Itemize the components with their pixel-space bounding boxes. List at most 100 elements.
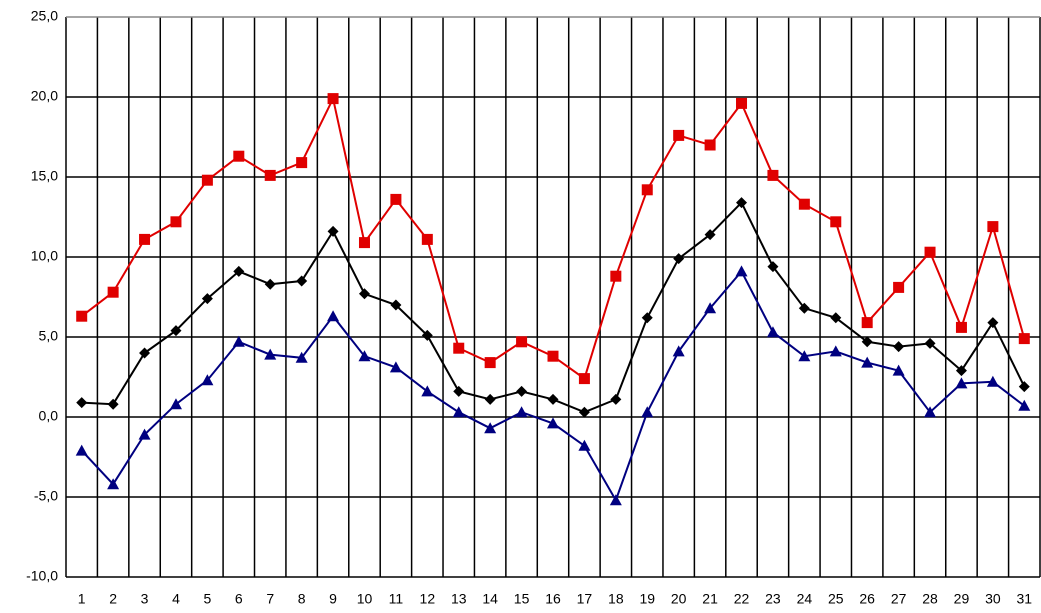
marker: [295, 351, 308, 363]
marker: [955, 377, 968, 389]
marker: [830, 312, 842, 324]
marker: [107, 478, 120, 490]
marker: [609, 494, 622, 506]
x-tick-label: 2: [109, 591, 117, 607]
marker: [955, 365, 967, 377]
marker: [578, 406, 590, 418]
marker: [578, 439, 591, 451]
marker: [955, 321, 967, 333]
x-tick-label: 8: [298, 591, 306, 607]
marker: [421, 329, 433, 341]
x-tick-label: 30: [985, 591, 1001, 607]
x-tick-label: 13: [451, 591, 467, 607]
marker: [1018, 381, 1030, 393]
x-tick-label: 28: [922, 591, 938, 607]
marker: [358, 237, 370, 249]
marker: [484, 393, 496, 405]
x-tick-label: 17: [577, 591, 593, 607]
marker: [327, 225, 339, 237]
marker: [75, 444, 88, 456]
marker: [861, 336, 873, 348]
y-tick-label: -5,0: [34, 488, 58, 504]
marker: [547, 350, 559, 362]
marker: [704, 139, 716, 151]
marker: [515, 406, 528, 418]
x-tick-label: 25: [828, 591, 844, 607]
y-tick-label: -10,0: [26, 568, 58, 584]
x-tick-label: 12: [420, 591, 436, 607]
marker: [389, 361, 402, 373]
x-tick-label: 21: [702, 591, 718, 607]
marker: [484, 422, 497, 434]
marker: [924, 406, 937, 418]
marker: [107, 286, 119, 298]
marker: [170, 216, 182, 228]
marker: [735, 265, 748, 277]
marker: [672, 345, 685, 357]
y-tick-label: 20,0: [31, 88, 58, 104]
marker: [673, 129, 685, 141]
x-tick-label: 23: [765, 591, 781, 607]
x-tick-label: 4: [172, 591, 180, 607]
marker: [892, 364, 905, 376]
x-tick-label: 11: [389, 591, 404, 607]
marker: [798, 302, 810, 314]
marker: [327, 310, 340, 322]
x-tick-label: 16: [545, 591, 561, 607]
x-tick-label: 24: [797, 591, 813, 607]
x-tick-label: 5: [203, 591, 211, 607]
marker: [641, 312, 653, 324]
marker: [264, 278, 276, 290]
marker: [296, 275, 308, 287]
y-tick-label: 10,0: [31, 248, 58, 264]
marker: [139, 233, 151, 245]
x-tick-label: 26: [859, 591, 875, 607]
marker: [641, 184, 653, 196]
marker: [296, 157, 308, 169]
marker: [736, 197, 748, 209]
x-tick-label: 19: [639, 591, 655, 607]
marker: [76, 310, 88, 322]
x-tick-label: 1: [78, 591, 86, 607]
marker: [736, 97, 748, 109]
marker: [201, 174, 213, 186]
marker: [453, 342, 465, 354]
x-tick-label: 31: [1017, 591, 1033, 607]
y-tick-label: 5,0: [39, 328, 59, 344]
marker: [264, 169, 276, 181]
x-tick-label: 15: [514, 591, 530, 607]
marker: [264, 348, 277, 360]
marker: [578, 373, 590, 385]
marker: [327, 93, 339, 105]
marker: [390, 193, 402, 205]
y-tick-label: 15,0: [31, 168, 58, 184]
x-tick-label: 6: [235, 591, 243, 607]
marker: [107, 398, 119, 410]
x-tick-label: 14: [482, 591, 498, 607]
marker: [76, 397, 88, 409]
marker: [798, 350, 811, 362]
marker: [610, 270, 622, 282]
marker: [452, 406, 465, 418]
marker: [829, 345, 842, 357]
marker: [201, 374, 214, 386]
marker: [169, 398, 182, 410]
marker: [358, 350, 371, 362]
marker: [138, 428, 151, 440]
y-tick-label: 25,0: [31, 8, 58, 24]
marker: [641, 406, 654, 418]
x-tick-label: 3: [141, 591, 149, 607]
x-tick-label: 18: [608, 591, 624, 607]
marker: [1018, 399, 1031, 411]
marker: [893, 341, 905, 353]
marker: [766, 326, 779, 338]
x-tick-label: 7: [266, 591, 274, 607]
marker: [767, 261, 779, 273]
marker: [547, 417, 559, 429]
marker: [987, 317, 999, 329]
marker: [986, 375, 999, 387]
marker: [767, 169, 779, 181]
marker: [673, 253, 685, 265]
marker: [987, 221, 999, 233]
